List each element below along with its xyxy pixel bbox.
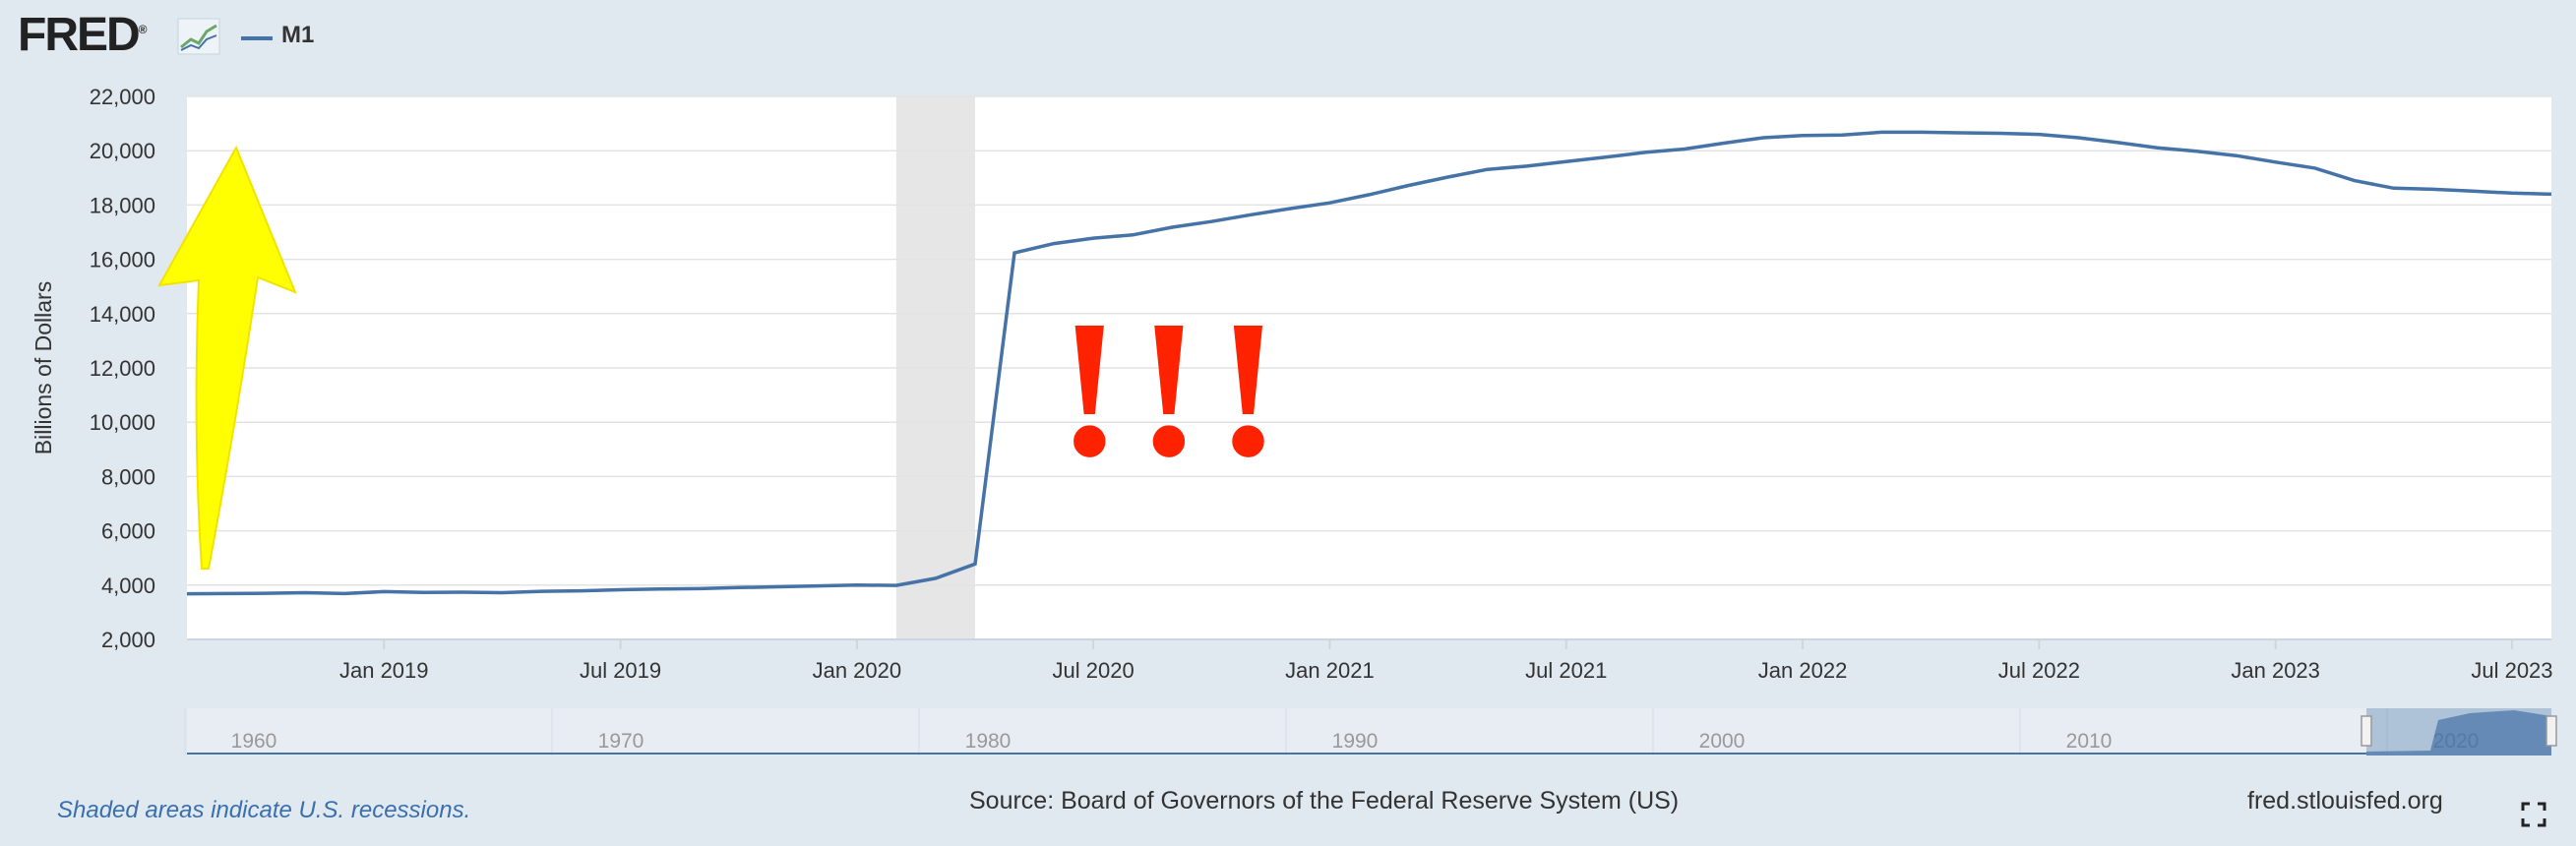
y-axis-label: Billions of Dollars bbox=[31, 281, 56, 454]
fred-logo[interactable]: FRED® bbox=[18, 8, 148, 62]
fred-logo-text: FRED bbox=[18, 9, 141, 61]
x-tick-label: Jul 2022 bbox=[1998, 658, 2080, 683]
navigator[interactable]: 1960197019801990200020102020 bbox=[184, 708, 2557, 755]
exclamation-annotation: !!! bbox=[1057, 280, 1295, 498]
x-tick-label: Jul 2020 bbox=[1053, 658, 1135, 683]
y-axis-ticks: 2,000 4,000 6,000 8,000 10,000 12,000 14,000 16… bbox=[90, 85, 155, 652]
m1-line-chart: 2,000 4,000 6,000 8,000 10,000 12,000 14,000 16… bbox=[31, 85, 2557, 755]
y-tick-label: 2,000 bbox=[101, 628, 155, 652]
x-tick-label: Jan 2022 bbox=[1758, 658, 1848, 683]
y-tick-label: 14,000 bbox=[90, 302, 155, 327]
x-tick-label: Jan 2023 bbox=[2231, 658, 2320, 683]
header: FRED® M1 bbox=[0, 0, 2576, 79]
legend-label-m1[interactable]: M1 bbox=[281, 22, 315, 48]
legend-swatch-m1 bbox=[241, 36, 273, 40]
x-tick-label: Jul 2019 bbox=[580, 658, 661, 683]
recession-note: Shaded areas indicate U.S. recessions. bbox=[57, 797, 471, 823]
gridlines bbox=[187, 95, 2551, 640]
x-tick-label: Jul 2021 bbox=[1525, 658, 1607, 683]
x-axis-ticks: Jan 2019 Jul 2019 Jan 2020 Jul 2020 Jan 2021… bbox=[339, 639, 2553, 683]
x-tick-label: Jan 2019 bbox=[339, 658, 429, 683]
navigator-tick-label: 1960 bbox=[231, 730, 277, 753]
source-text: Source: Board of Governors of the Federa… bbox=[969, 787, 1680, 815]
site-link[interactable]: fred.stlouisfed.org bbox=[2247, 787, 2443, 815]
y-tick-label: 20,000 bbox=[90, 139, 155, 163]
y-tick-label: 10,000 bbox=[90, 410, 155, 435]
y-tick-label: 16,000 bbox=[90, 248, 155, 272]
navigator-tick-label: 2010 bbox=[2066, 730, 2113, 753]
y-tick-label: 18,000 bbox=[90, 193, 155, 217]
registered-mark: ® bbox=[138, 23, 148, 36]
fullscreen-icon[interactable] bbox=[2521, 802, 2546, 827]
fred-chart-logo-icon bbox=[177, 18, 220, 55]
y-tick-label: 4,000 bbox=[101, 574, 155, 598]
y-tick-label: 6,000 bbox=[101, 519, 155, 544]
navigator-series-mini bbox=[2366, 710, 2551, 755]
navigator-handle-right[interactable] bbox=[2545, 715, 2557, 747]
navigator-track bbox=[187, 708, 2551, 755]
navigator-handle-left[interactable] bbox=[2361, 715, 2372, 747]
y-tick-label: 12,000 bbox=[90, 356, 155, 381]
x-tick-label: Jan 2021 bbox=[1285, 658, 1375, 683]
y-tick-label: 22,000 bbox=[90, 85, 155, 109]
y-tick-label: 8,000 bbox=[101, 464, 155, 489]
navigator-tick-label: 2000 bbox=[1699, 730, 1746, 753]
series-line-m1[interactable] bbox=[186, 130, 2552, 596]
navigator-tick-label: 1980 bbox=[965, 730, 1012, 753]
yellow-arrow-annotation bbox=[157, 145, 297, 570]
x-tick-label: Jul 2023 bbox=[2471, 658, 2552, 683]
x-tick-label: Jan 2020 bbox=[813, 658, 902, 683]
navigator-tick-label: 1970 bbox=[598, 730, 644, 753]
navigator-tick-label: 1990 bbox=[1332, 730, 1379, 753]
